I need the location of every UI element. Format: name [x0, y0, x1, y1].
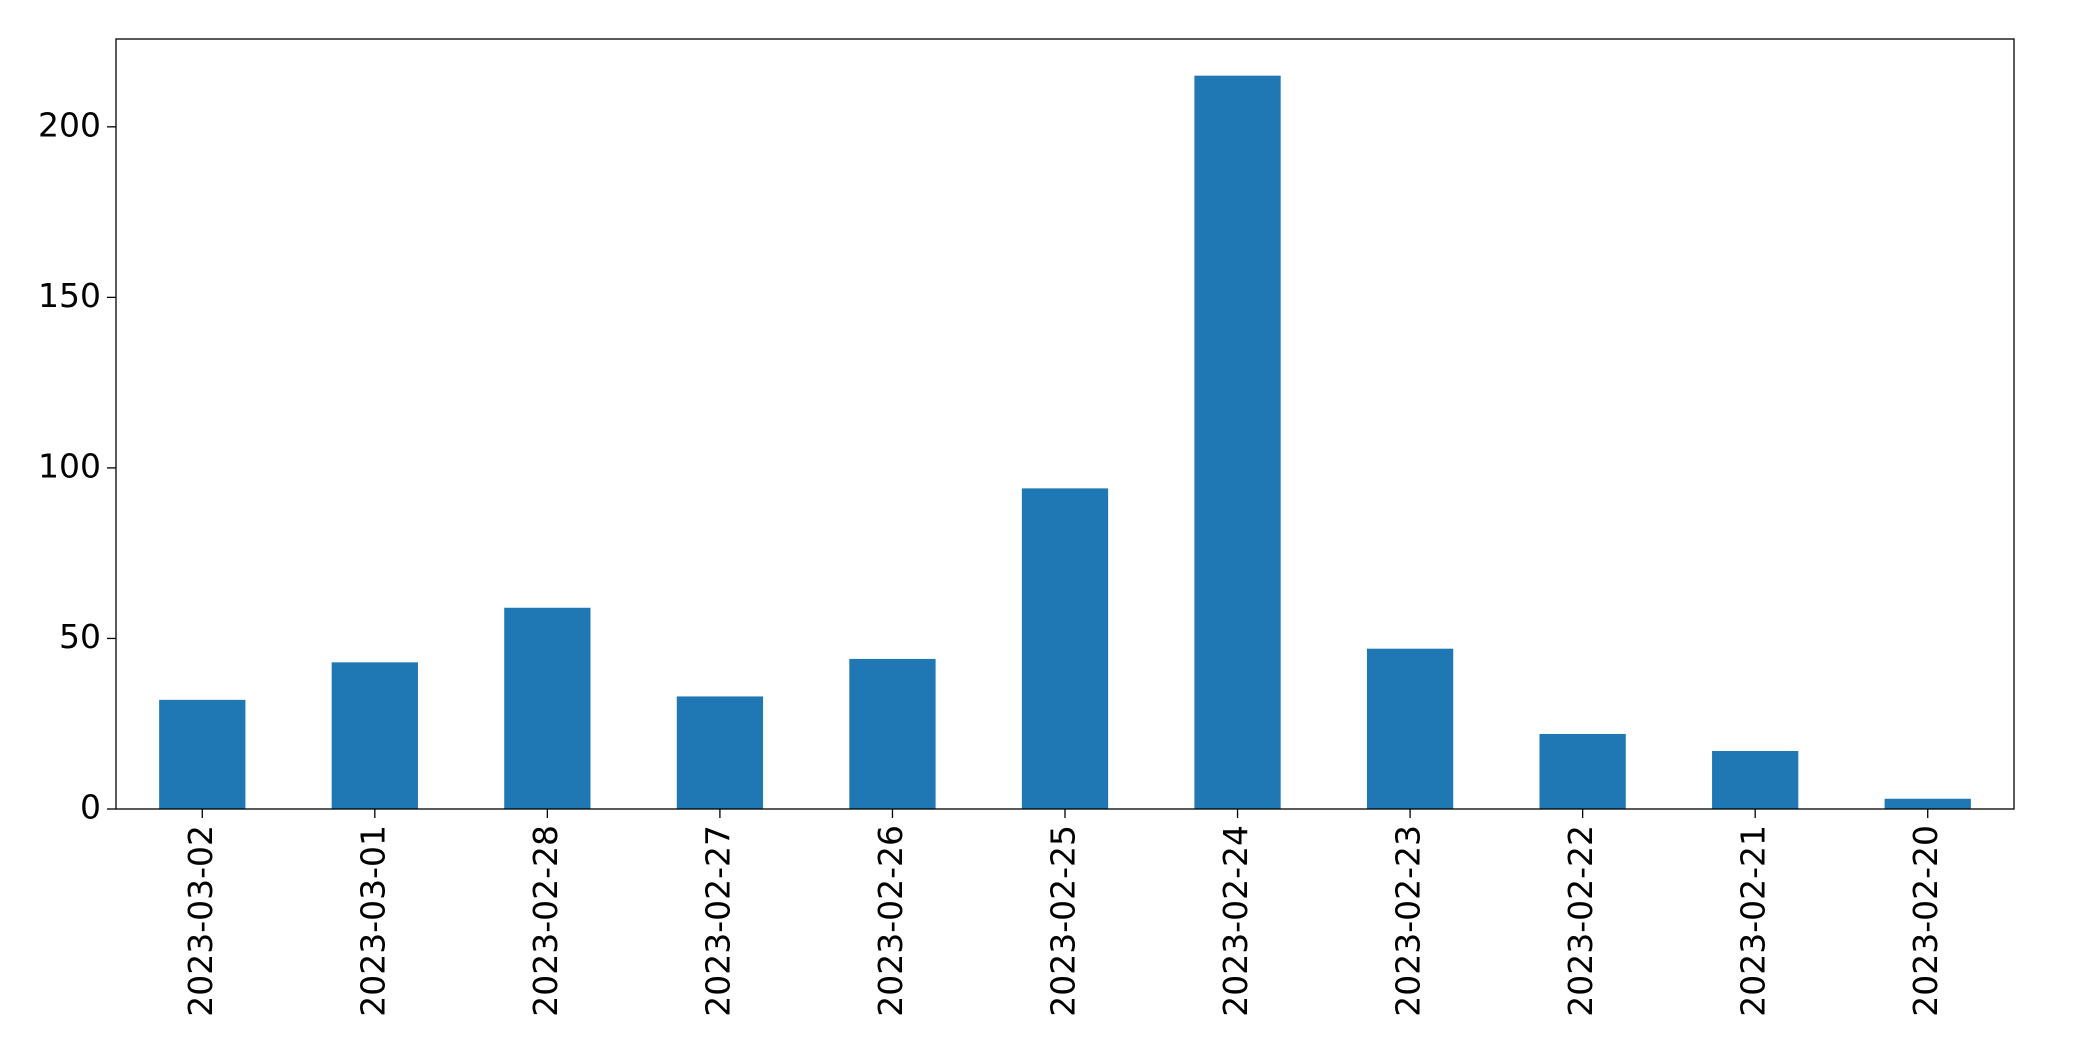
- x-tick-label: 2023-02-21: [1734, 825, 1773, 1017]
- bar: [1884, 798, 1971, 809]
- y-tick-label: 100: [38, 446, 101, 485]
- x-tick-label: 2023-02-26: [871, 825, 910, 1017]
- x-tick-label: 2023-02-24: [1216, 825, 1255, 1017]
- bar: [331, 662, 418, 809]
- bar: [504, 607, 591, 809]
- y-tick-label: 200: [38, 105, 101, 144]
- bar: [1539, 733, 1626, 809]
- x-tick-label: 2023-02-20: [1906, 825, 1945, 1017]
- bar: [159, 699, 246, 809]
- x-tick-label: 2023-02-23: [1389, 825, 1428, 1017]
- x-tick-label: 2023-03-01: [353, 825, 392, 1017]
- x-tick-label: 2023-02-25: [1044, 825, 1083, 1017]
- bar: [676, 696, 764, 809]
- y-tick-label: 0: [80, 788, 101, 827]
- bar: [1021, 488, 1109, 809]
- x-tick-label: 2023-03-02: [181, 825, 220, 1017]
- x-tick-label: 2023-02-28: [526, 825, 565, 1017]
- y-tick-label: 150: [38, 276, 101, 315]
- bar: [1712, 751, 1799, 809]
- x-tick-label: 2023-02-22: [1561, 825, 1600, 1017]
- bar: [849, 658, 936, 809]
- y-tick-label: 50: [59, 617, 101, 656]
- bar: [1194, 75, 1281, 809]
- bar: [1366, 648, 1454, 809]
- plot-frame: [115, 38, 2015, 810]
- x-tick-label: 2023-02-27: [698, 825, 737, 1017]
